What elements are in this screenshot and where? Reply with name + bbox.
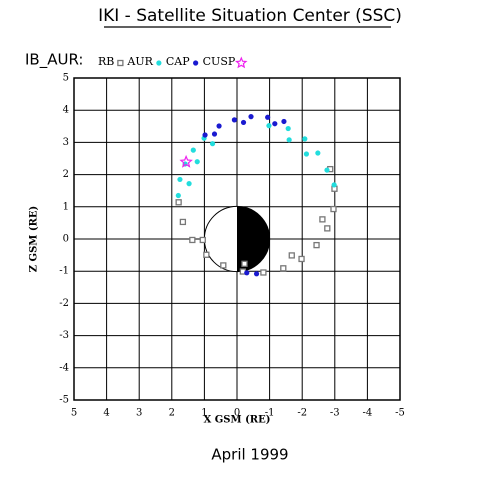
legend-label: RB bbox=[98, 55, 114, 68]
point bbox=[285, 125, 291, 132]
point bbox=[190, 147, 196, 153]
point bbox=[266, 123, 272, 129]
point bbox=[199, 236, 206, 244]
point bbox=[189, 236, 196, 244]
legend-symbol bbox=[235, 56, 248, 69]
point bbox=[253, 271, 260, 277]
x-tick-label: -1 bbox=[265, 408, 275, 419]
plot-frame bbox=[73, 77, 401, 401]
x-tick-label: -3 bbox=[330, 408, 340, 419]
x-axis-label: X GSM (RE) bbox=[204, 415, 271, 426]
x-tick-label: -2 bbox=[297, 408, 307, 419]
x-tick-label: 1 bbox=[201, 408, 207, 419]
point bbox=[248, 114, 254, 120]
legend-symbol bbox=[156, 60, 162, 66]
point bbox=[298, 255, 305, 263]
point bbox=[324, 225, 331, 232]
point bbox=[175, 192, 181, 199]
point bbox=[281, 118, 287, 125]
point bbox=[203, 251, 210, 258]
point bbox=[216, 123, 222, 129]
point bbox=[179, 154, 193, 168]
x-tick-label: -4 bbox=[363, 408, 373, 419]
point bbox=[313, 241, 320, 249]
point bbox=[265, 114, 271, 120]
point bbox=[280, 265, 287, 272]
point bbox=[177, 176, 183, 183]
y-tick-label: 2 bbox=[63, 169, 69, 180]
point bbox=[211, 131, 218, 137]
legend-label: CUSP bbox=[203, 55, 236, 68]
point bbox=[202, 132, 208, 138]
point bbox=[324, 167, 330, 173]
point bbox=[220, 262, 227, 269]
point bbox=[260, 269, 267, 276]
x-tick-label: 2 bbox=[169, 408, 175, 419]
point bbox=[330, 205, 337, 213]
legend-label: AUR bbox=[126, 55, 153, 68]
footer: April 1999 bbox=[211, 446, 288, 464]
point bbox=[288, 252, 295, 259]
x-tick-label: -5 bbox=[395, 408, 405, 419]
point bbox=[231, 117, 237, 123]
earth-night bbox=[237, 206, 270, 272]
point bbox=[241, 260, 248, 267]
x-tick-label: 5 bbox=[71, 408, 77, 419]
point bbox=[179, 218, 187, 226]
x-tick-label: 3 bbox=[136, 408, 142, 419]
y-axis-label: Z GSM (RE) bbox=[29, 206, 40, 273]
point bbox=[209, 141, 216, 147]
point bbox=[286, 137, 292, 143]
point bbox=[272, 121, 278, 127]
point bbox=[331, 182, 337, 188]
chart-title: IKI - Satellite Situation Center (SSC) bbox=[98, 6, 402, 26]
y-tick-label: 0 bbox=[63, 234, 69, 245]
point bbox=[315, 150, 321, 156]
point bbox=[175, 199, 182, 206]
x-tick-label: 0 bbox=[234, 408, 240, 419]
y-tick-label: -1 bbox=[59, 266, 69, 277]
y-tick-label: 5 bbox=[63, 73, 69, 84]
point bbox=[240, 119, 247, 126]
point bbox=[302, 136, 308, 142]
y-tick-label: 3 bbox=[63, 137, 69, 148]
point bbox=[194, 159, 200, 165]
x-tick-label: 4 bbox=[103, 408, 109, 419]
legend-label: CAP bbox=[166, 55, 190, 68]
y-tick-label: -5 bbox=[59, 395, 69, 406]
point bbox=[186, 181, 192, 187]
legend-symbol bbox=[117, 59, 124, 67]
y-tick-label: 4 bbox=[63, 105, 69, 116]
legend-title: IB_AUR: bbox=[25, 51, 83, 70]
y-tick-label: 1 bbox=[63, 201, 69, 212]
point bbox=[244, 270, 250, 276]
point bbox=[319, 216, 326, 223]
y-tick-label: -2 bbox=[59, 298, 69, 309]
legend-symbol bbox=[193, 60, 199, 66]
y-tick-label: -3 bbox=[59, 330, 69, 341]
point bbox=[303, 151, 310, 157]
y-tick-label: -4 bbox=[59, 362, 69, 373]
